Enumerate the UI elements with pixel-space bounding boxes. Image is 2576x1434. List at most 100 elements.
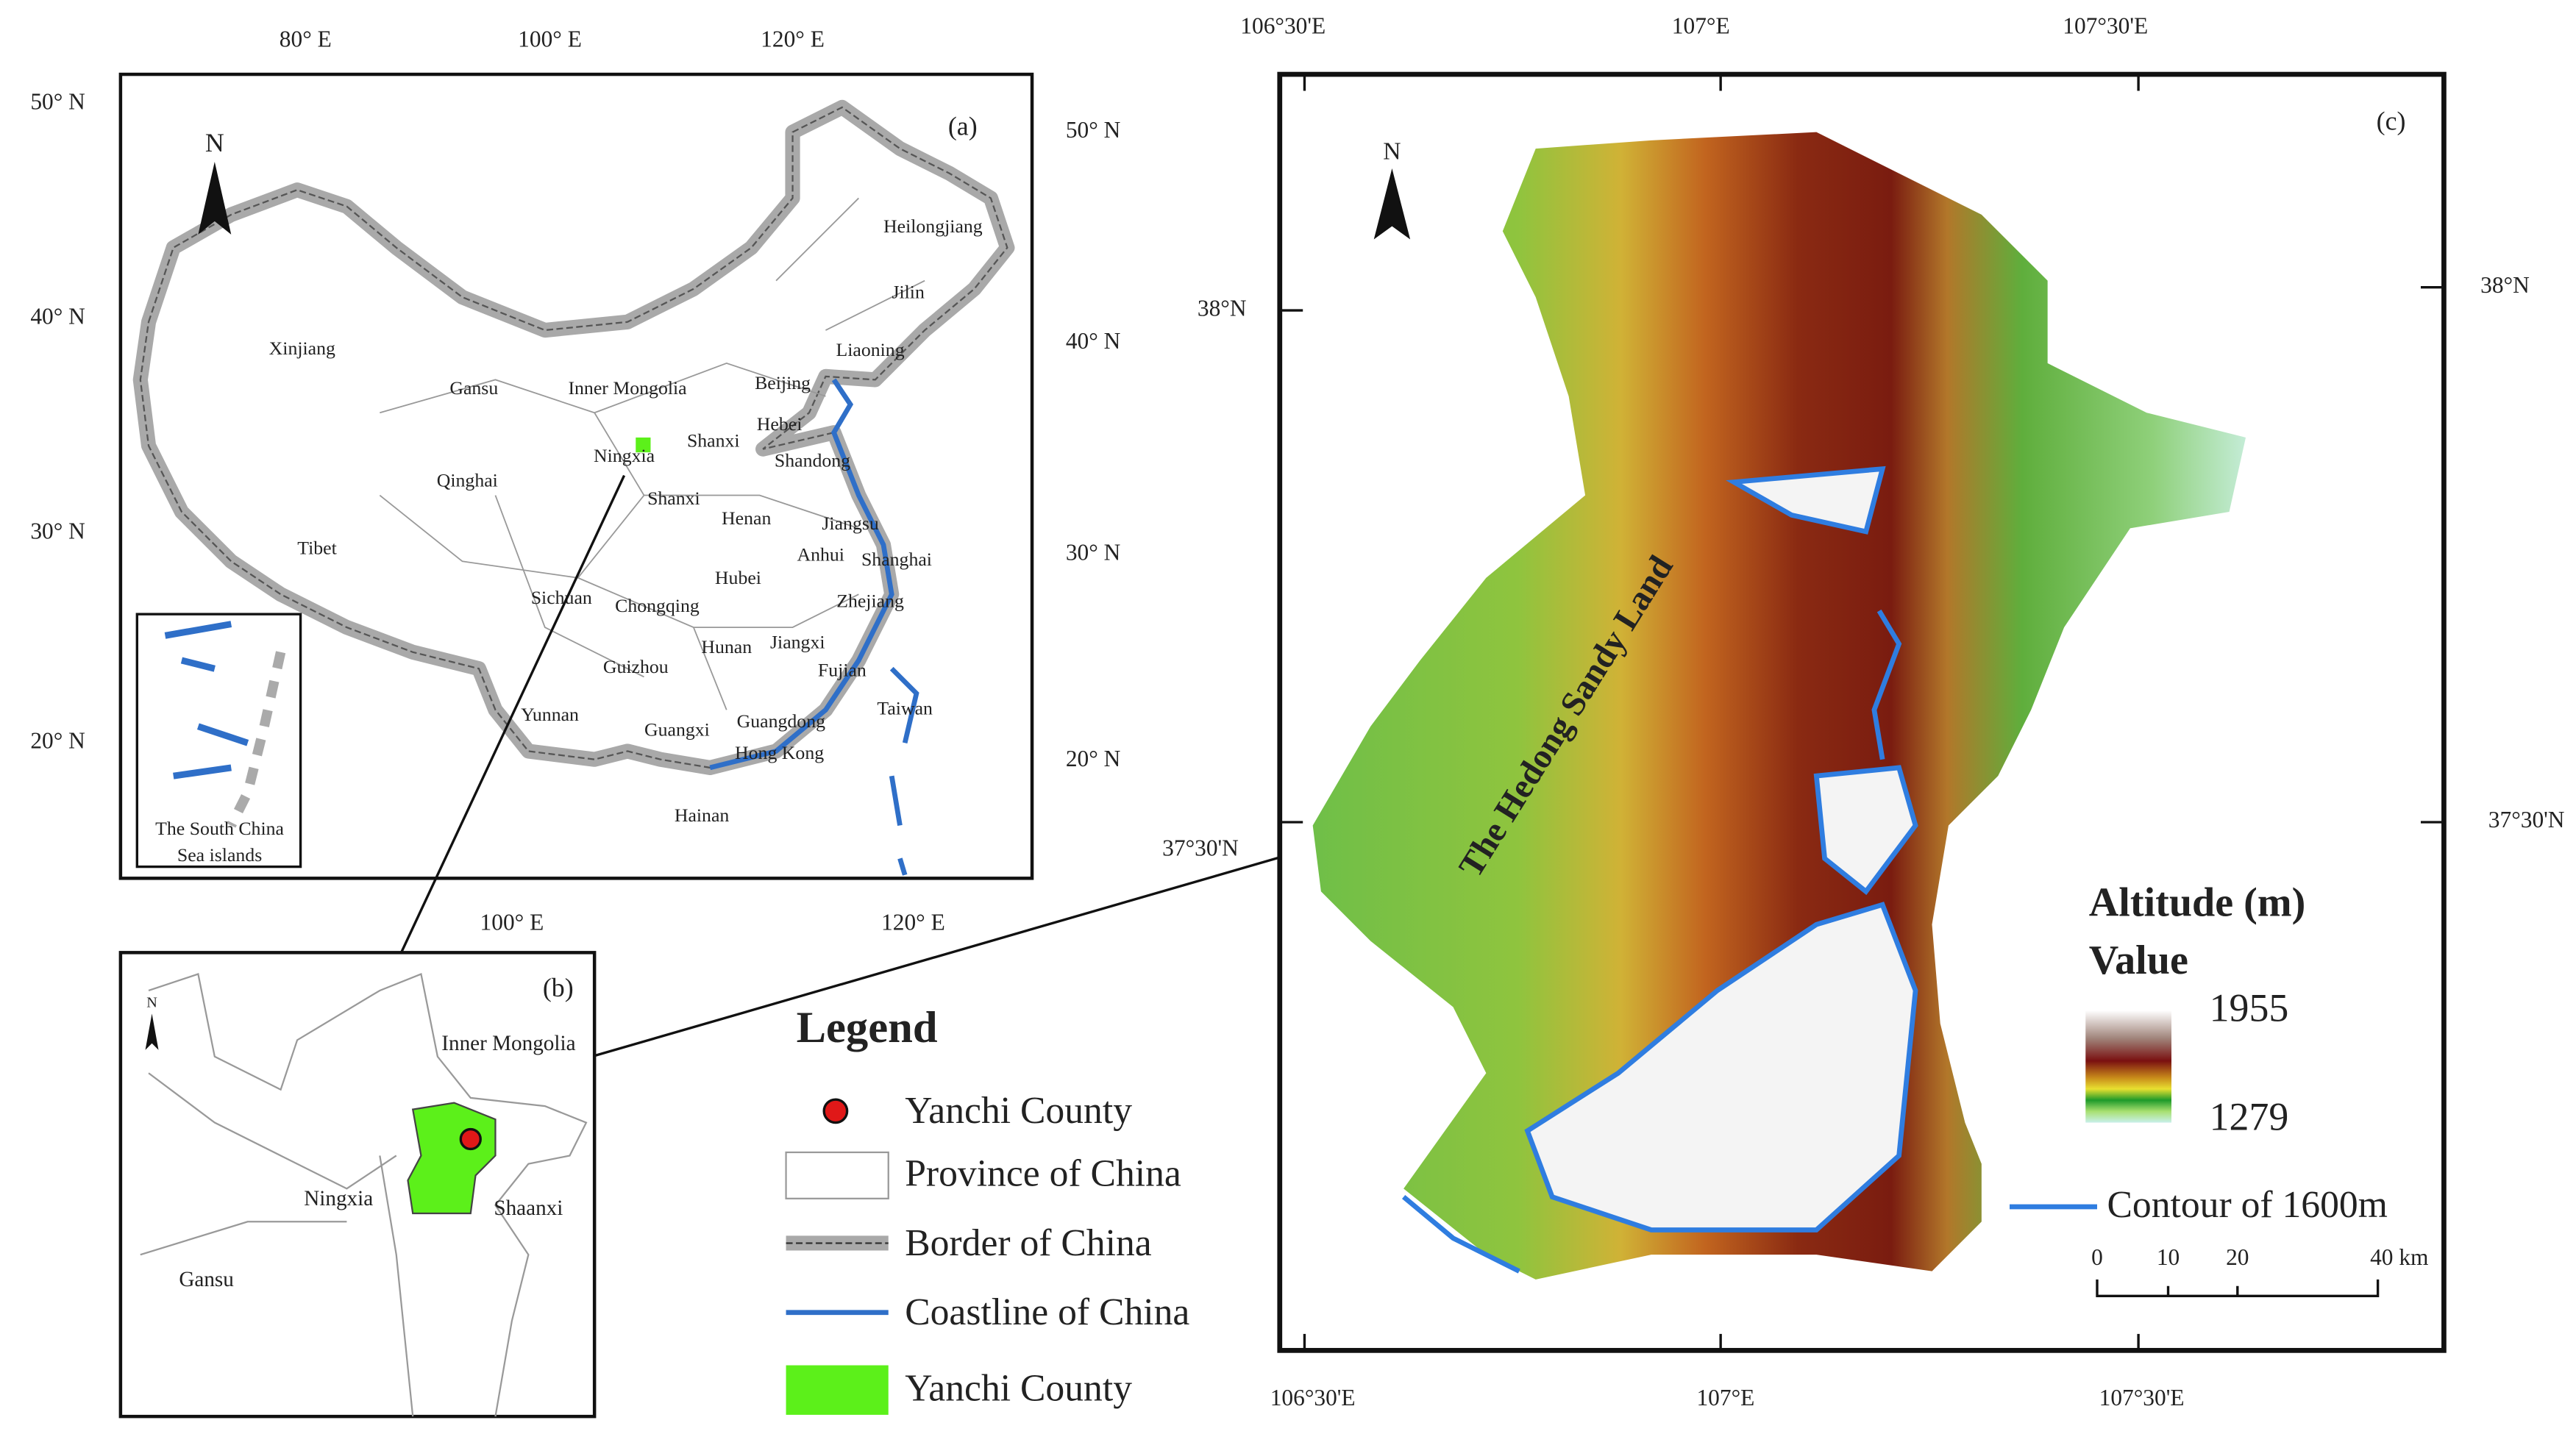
province-label: Hubei xyxy=(715,567,761,588)
ramp-min: 1279 xyxy=(2210,1095,2289,1139)
region-label: Inner Mongolia xyxy=(441,1032,575,1055)
legend-symbol xyxy=(822,1098,849,1124)
panel-label: (b) xyxy=(543,973,574,1002)
inset-frame xyxy=(135,613,302,868)
yanchi-mini xyxy=(636,437,651,453)
province-label: Qinghai xyxy=(437,469,498,491)
province-label: Jilin xyxy=(892,282,925,303)
north-label: N xyxy=(1383,138,1401,165)
tick-label: 50° N xyxy=(30,89,85,115)
province-lines xyxy=(379,197,925,710)
tick-label: 20° N xyxy=(30,727,85,753)
tick-label: 120° E xyxy=(761,26,825,51)
tick-label: 100° E xyxy=(518,26,582,51)
province-label: Hebei xyxy=(757,413,803,435)
color-ramp xyxy=(2085,1010,2172,1123)
tick-label: 38°N xyxy=(2480,272,2530,298)
tick-label: 107°30'E xyxy=(2099,1385,2185,1410)
value-title: Value xyxy=(2089,938,2188,983)
tick-label: 106°30'E xyxy=(1240,13,1326,38)
province-label: Shanxi xyxy=(687,430,740,452)
panel-label: (a) xyxy=(948,111,978,140)
yanchi-point xyxy=(459,1127,482,1151)
region-label: Gansu xyxy=(179,1268,234,1291)
province-label: Yunnan xyxy=(521,704,579,725)
coastline xyxy=(709,378,919,876)
tick-label: 100° E xyxy=(480,909,544,935)
scale-label: 0 xyxy=(2091,1244,2103,1270)
province-label: Xinjiang xyxy=(269,338,335,359)
north-arrow xyxy=(1373,168,1411,240)
legend-symbol xyxy=(785,1151,889,1199)
tick-label: 107°E xyxy=(1696,1385,1754,1410)
province-label: Hunan xyxy=(701,636,752,657)
inset-islands xyxy=(164,621,249,780)
scale-bar xyxy=(2096,1279,2380,1297)
tick-label: 107°E xyxy=(1672,13,1730,38)
region-label: Shaanxi xyxy=(494,1196,563,1220)
contour-line xyxy=(1401,609,1902,1274)
region-label: Ningxia xyxy=(304,1187,373,1210)
inset-label: Sea islands xyxy=(177,844,262,866)
province-label: Jiangsu xyxy=(822,513,878,534)
north-label: N xyxy=(205,128,224,157)
inset-label: The South China xyxy=(155,818,284,839)
legend-label: Yanchi County xyxy=(905,1090,1132,1132)
tick-label: 37°30'N xyxy=(2488,807,2565,832)
north-label: N xyxy=(146,995,157,1011)
panel-b-frame xyxy=(118,951,597,1419)
tick-label: 37°30'N xyxy=(1162,835,1239,860)
legend-label: Yanchi County xyxy=(905,1367,1132,1409)
scale-label: 20 xyxy=(2226,1244,2249,1270)
tick-label: 38°N xyxy=(1198,295,1247,321)
province-label: Fujian xyxy=(818,660,867,681)
province-label: Anhui xyxy=(797,543,844,565)
province-label: Chongqing xyxy=(615,595,700,616)
tick-label: 80° E xyxy=(280,26,332,51)
panel-label: (c) xyxy=(2377,107,2406,136)
tick-label: 20° N xyxy=(1066,746,1121,771)
scale-label: 40 km xyxy=(2370,1244,2428,1270)
province-label: Sichuan xyxy=(531,587,592,608)
ramp-max: 1955 xyxy=(2210,986,2289,1030)
province-label: Shanghai xyxy=(861,549,932,570)
tick-label: 106°30'E xyxy=(1270,1385,1356,1410)
province-label: Taiwan xyxy=(877,697,933,718)
province-label: Ningxia xyxy=(594,445,655,466)
tick-label: 107°30'E xyxy=(2063,13,2148,38)
contour-label: Contour of 1600m xyxy=(2107,1184,2387,1226)
north-arrow xyxy=(198,162,232,235)
tick-label: 120° E xyxy=(881,909,945,935)
tick-label: 30° N xyxy=(1066,540,1121,566)
province-label: Jiangxi xyxy=(770,631,825,652)
legend-label: Coastline of China xyxy=(905,1291,1189,1333)
region-lines xyxy=(140,972,588,1417)
north-arrow xyxy=(145,1013,159,1050)
high-area xyxy=(1813,765,1918,896)
province-label: Heilongjiang xyxy=(883,215,983,237)
legend-title: Legend xyxy=(797,1003,938,1052)
province-label: Gansu xyxy=(449,377,498,399)
high-area xyxy=(1524,902,1918,1233)
province-label: Shanxi xyxy=(647,488,700,509)
province-label: Shandong xyxy=(775,450,850,471)
province-label: Guangdong xyxy=(737,710,825,732)
tick-label: 30° N xyxy=(30,518,85,543)
china-border-dash xyxy=(139,106,1008,769)
tick-label: 50° N xyxy=(1066,117,1121,143)
altitude-title: Altitude (m) xyxy=(2089,880,2306,925)
legend-label: Province of China xyxy=(905,1152,1181,1194)
province-label: Hong Kong xyxy=(735,742,824,763)
province-label: Liaoning xyxy=(836,339,904,360)
province-label: Guizhou xyxy=(603,656,669,677)
province-label: Zhejiang xyxy=(836,590,904,611)
scale-label: 10 xyxy=(2157,1244,2180,1270)
inset-border xyxy=(227,651,286,828)
province-label: Inner Mongolia xyxy=(568,377,687,399)
leader-line xyxy=(399,474,626,954)
province-label: Hainan xyxy=(675,805,730,826)
tick-label: 40° N xyxy=(30,304,85,329)
legend-label: Border of China xyxy=(905,1222,1152,1264)
